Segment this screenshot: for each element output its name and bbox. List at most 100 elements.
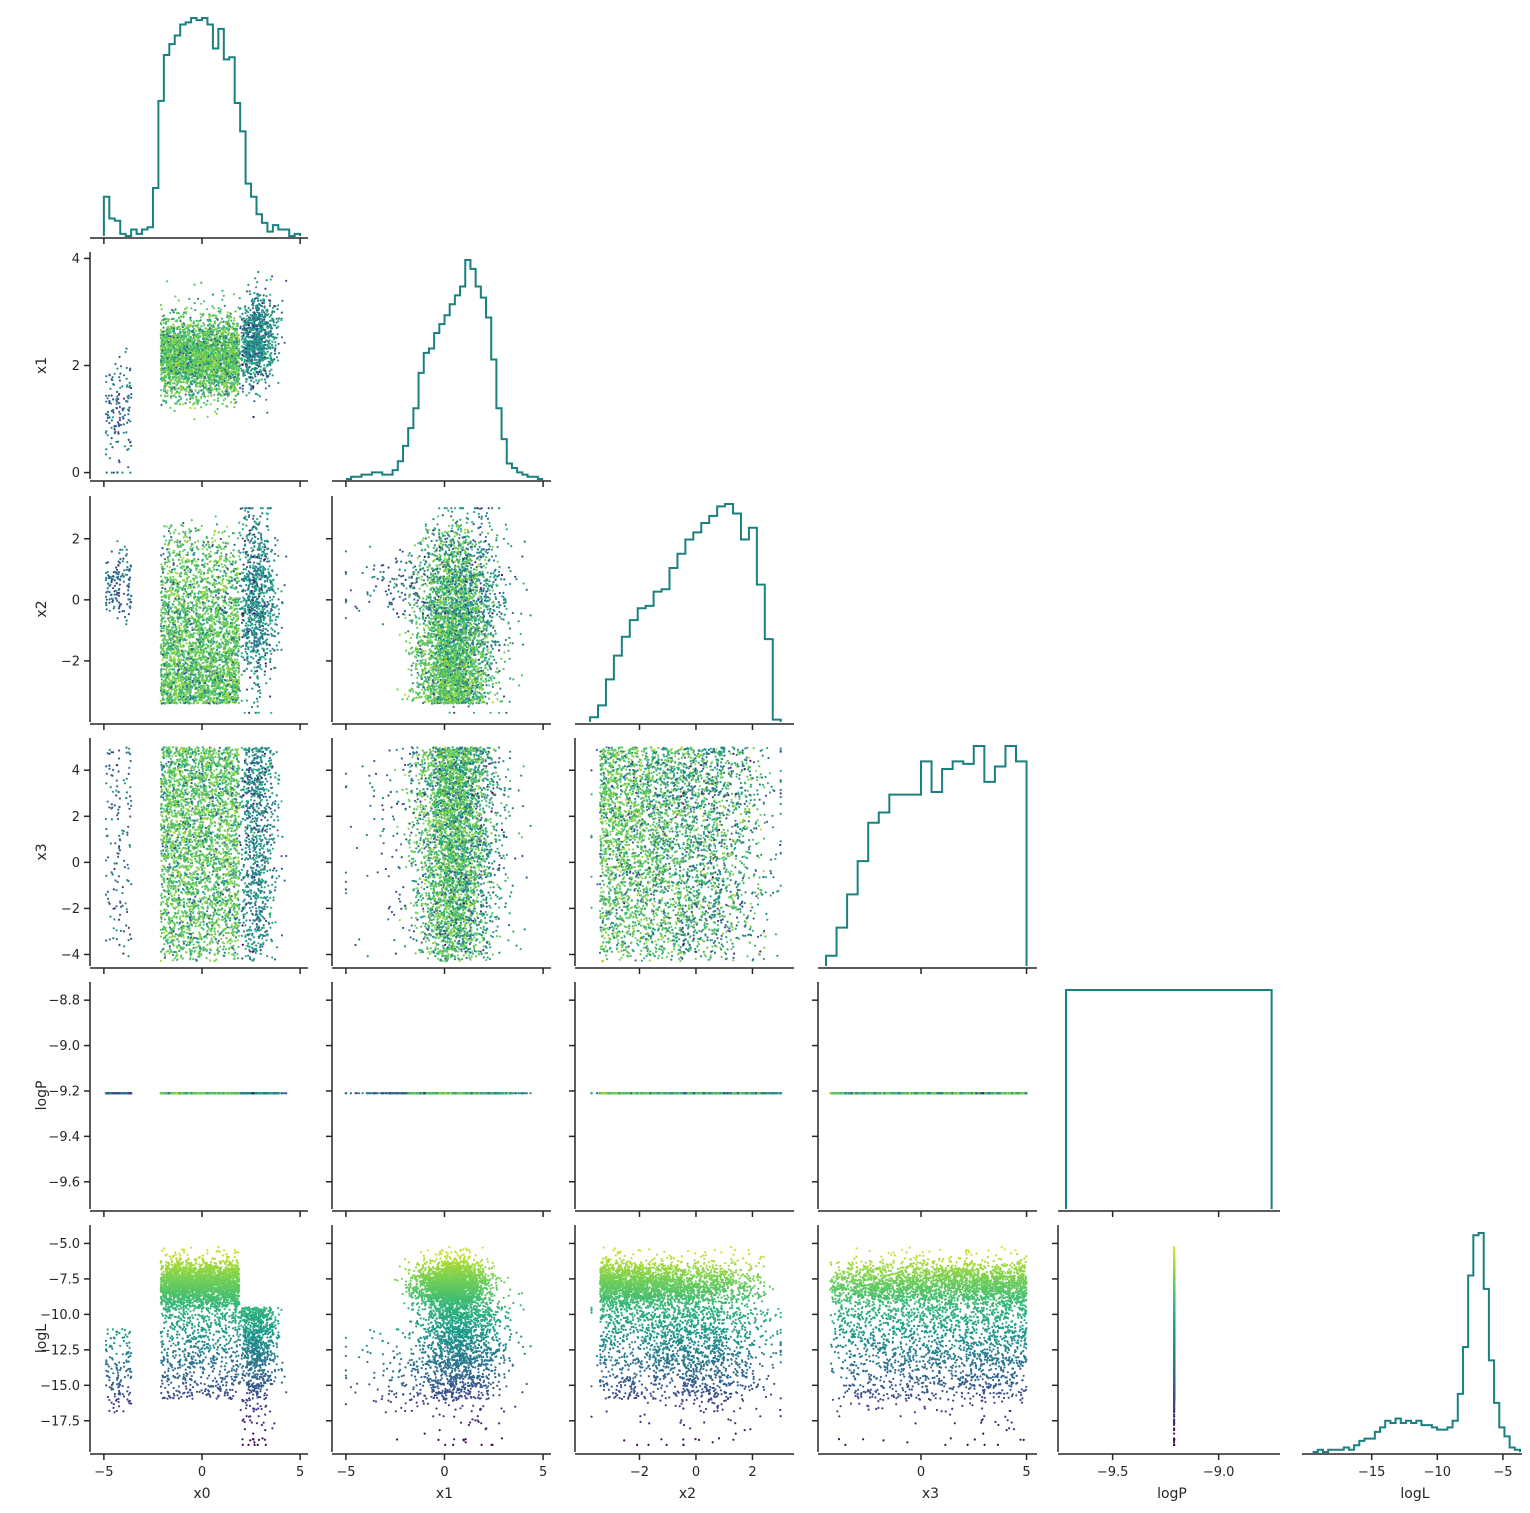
scatter-point [109,388,111,390]
scatter-point [170,397,172,399]
scatter-point [162,399,164,401]
scatter-point [243,346,245,348]
scatter-point [179,391,181,393]
scatter-point [173,318,175,320]
scatter-point [173,334,175,336]
scatter-point [186,373,188,375]
scatter-point [125,431,127,433]
scatter-point [266,311,268,313]
scatter-point [164,395,166,397]
scatter-point [160,329,162,331]
scatter-point [202,375,204,377]
scatter-point [275,344,277,346]
scatter-point [219,341,221,343]
scatter-point [171,335,173,337]
scatter-point [281,312,283,314]
scatter-point [252,386,254,388]
scatter-point [188,329,190,331]
scatter-point [228,373,230,375]
scatter-point [237,323,239,325]
scatter-point [242,391,244,393]
scatter-point [257,271,259,273]
scatter-point [129,420,131,422]
scatter-point [271,312,273,314]
scatter-point [214,322,216,324]
scatter-point [269,320,271,322]
scatter-point [168,318,170,320]
scatter-point [214,552,216,554]
scatter-point [165,384,167,386]
scatter-point [112,409,114,411]
scatter-point [111,437,113,439]
scatter-point [247,322,249,324]
scatter-point [193,345,195,347]
scatter-point [185,367,187,369]
scatter-point [164,381,166,383]
scatter-point [252,355,254,357]
scatter-point [253,342,255,344]
scatter-point [116,407,118,409]
scatter-point [121,472,123,474]
scatter-point [174,308,176,310]
scatter-point [126,384,128,386]
scatter-point [113,428,115,430]
scatter-point [111,472,113,474]
scatter-point [274,353,276,355]
scatter-point [128,439,130,441]
scatter-point [253,400,255,402]
scatter-point [250,330,252,332]
scatter-point [215,388,217,390]
scatter-point [128,395,130,397]
scatter-point [166,361,168,363]
scatter-point [180,398,182,400]
scatter-point [267,327,269,329]
scatter-point [182,313,184,315]
scatter-point [162,315,164,317]
scatter-point [274,544,276,546]
scatter-point [249,290,251,292]
histogram-x0 [104,18,300,236]
scatter-point [212,382,214,384]
scatter-point [222,377,224,379]
scatter-point [227,395,229,397]
scatter-point [274,325,276,327]
scatter-point [258,380,260,382]
scatter-point [172,364,174,366]
scatter-point [233,341,235,343]
scatter-point [210,345,212,347]
scatter-point [170,380,172,382]
scatter-point [236,332,238,334]
y-tick-label: 2 [72,359,80,374]
scatter-point [256,371,258,373]
scatter-point [259,362,261,364]
scatter-point [199,313,201,315]
scatter-point [193,368,195,370]
scatter-point [110,427,112,429]
scatter-point [212,343,214,345]
scatter-point [112,411,114,413]
scatter-point [111,378,113,380]
scatter-point [264,351,266,353]
scatter-point [271,362,273,364]
scatter-point [190,307,192,309]
scatter-point [247,346,249,348]
scatter-point [129,385,131,387]
scatter-point [180,370,182,372]
scatter-point [248,307,250,309]
scatter-point [178,299,180,301]
scatter-point [265,295,267,297]
scatter-point [107,397,109,399]
scatter-point [124,445,126,447]
scatter-point [191,391,193,393]
scatter-point [206,380,208,382]
scatter-point [251,304,253,306]
scatter-point [257,373,259,375]
scatter-point [244,312,246,314]
scatter-point [263,300,265,302]
scatter-point [176,541,178,543]
scatter-point [237,374,239,376]
scatter-point [251,301,253,303]
scatter-point [203,300,205,302]
scatter-point [233,317,235,319]
scatter-point [233,319,235,321]
